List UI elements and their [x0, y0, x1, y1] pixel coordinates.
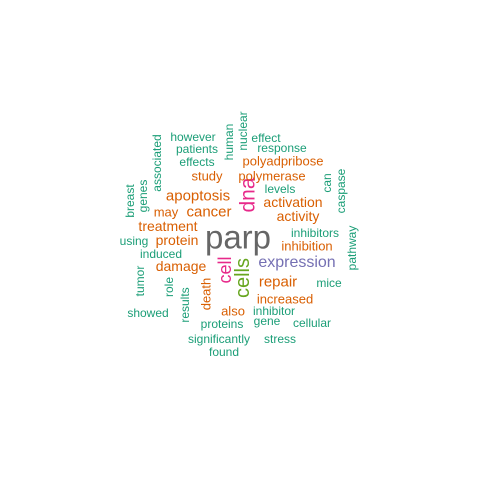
word-levels: levels	[264, 182, 296, 196]
word-role: role	[162, 276, 176, 298]
word-found: found	[208, 345, 240, 359]
word-cancer: cancer	[186, 203, 232, 221]
word-also: also	[221, 303, 245, 319]
word-treatment: treatment	[138, 218, 198, 234]
word-response: response	[257, 141, 307, 155]
word-inhibition: inhibition	[281, 238, 333, 254]
word-results: results	[178, 287, 192, 323]
word-damage: damage	[155, 258, 207, 274]
word-patients: patients	[175, 142, 219, 156]
word-nuclear: nuclear	[236, 111, 250, 151]
word-cells: cells	[232, 257, 254, 299]
word-associated: associated	[150, 134, 164, 192]
word-activity: activity	[276, 208, 320, 224]
word-polyadpribose: polyadpribose	[242, 153, 324, 169]
word-effects: effects	[179, 155, 215, 169]
word-using: using	[119, 234, 149, 248]
word-mice: mice	[316, 276, 342, 290]
word-human: human	[222, 123, 236, 161]
word-proteins: proteins	[200, 317, 244, 331]
word-death: death	[198, 277, 214, 311]
word-can: can	[320, 173, 334, 193]
word-repair: repair	[258, 273, 298, 291]
word-inhibitor: inhibitor	[252, 304, 296, 318]
word-induced: induced	[139, 247, 183, 261]
word-increased: increased	[256, 291, 314, 307]
word-showed: showed	[127, 306, 169, 320]
word-activation: activation	[263, 194, 323, 210]
word-caspase: caspase	[334, 168, 348, 214]
word-may: may	[153, 204, 179, 220]
word-genes: genes	[136, 179, 150, 213]
word-gene: gene	[253, 314, 281, 328]
word-cell: cell	[215, 256, 235, 284]
word-stress: stress	[263, 332, 297, 346]
word-cellular: cellular	[292, 316, 332, 330]
word-inhibitors: inhibitors	[290, 226, 340, 240]
word-apoptosis: apoptosis	[165, 187, 231, 205]
word-breast: breast	[123, 184, 137, 218]
word-significantly: significantly	[187, 332, 251, 346]
word-protein: protein	[155, 232, 199, 248]
word-expression: expression	[258, 254, 336, 271]
word-parp: parp	[204, 218, 272, 256]
word-effect: effect	[251, 131, 281, 145]
word-however: however	[170, 130, 216, 144]
word-study: study	[191, 168, 223, 184]
word-polymerase: polymerase	[238, 168, 306, 184]
word-pathway: pathway	[345, 225, 359, 271]
word-tumor: tumor	[133, 265, 147, 297]
